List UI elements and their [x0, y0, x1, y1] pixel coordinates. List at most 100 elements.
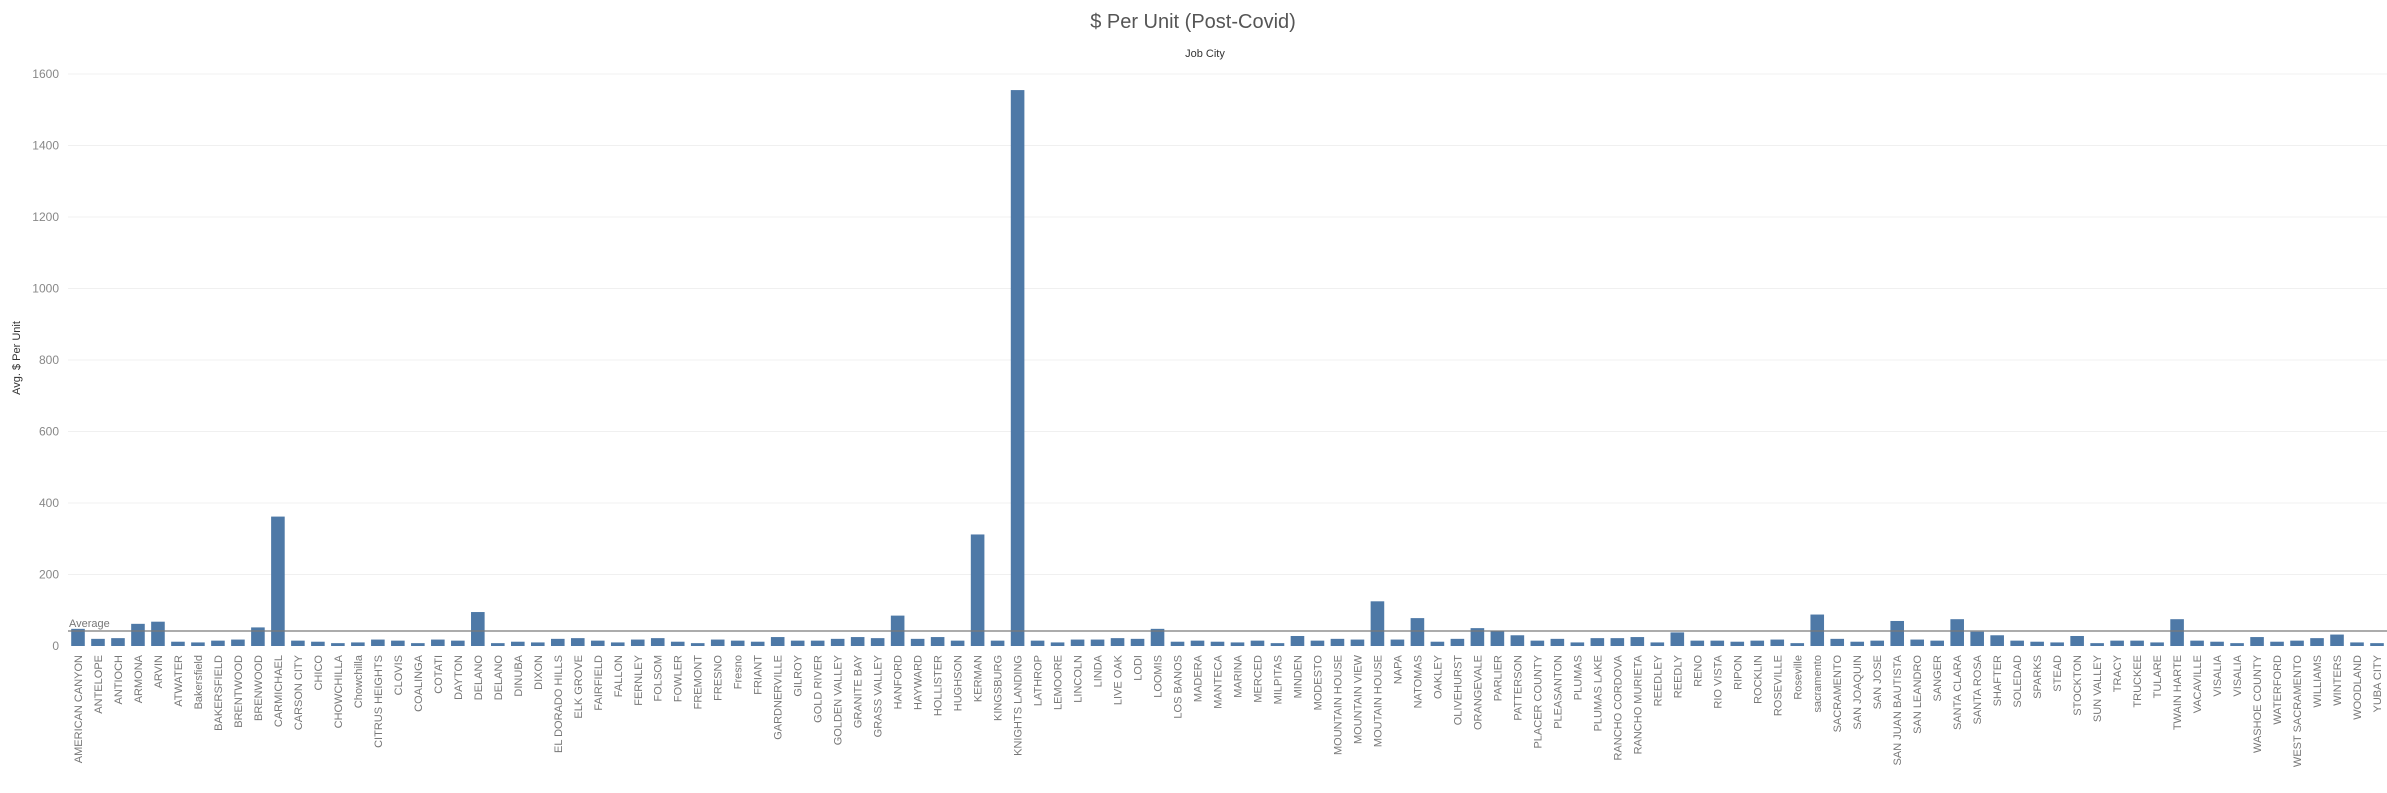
- x-tick-label: MODESTO: [1312, 655, 1324, 711]
- bar: [1150, 628, 1165, 646]
- bar: [730, 640, 745, 646]
- x-tick-label: COALINGA: [413, 654, 425, 712]
- average-reference-line: Average: [68, 618, 2387, 632]
- x-tick-label: DELANO: [473, 655, 485, 701]
- bar: [2290, 640, 2304, 646]
- x-tick-label: TRACY: [2112, 654, 2124, 692]
- x-tick-label: ELK GROVE: [573, 655, 585, 719]
- x-tick-label: SHAFTER: [1992, 655, 2004, 706]
- x-tick-label: HANFORD: [893, 655, 905, 709]
- bars: [71, 90, 2384, 646]
- bar: [211, 640, 225, 646]
- bar: [1430, 641, 1445, 646]
- bar: [970, 534, 985, 646]
- x-tick-label: CITRUS HEIGHTS: [373, 655, 385, 748]
- x-tick-label: MILPITAS: [1272, 655, 1284, 704]
- bar: [1630, 637, 1645, 646]
- bar: [1190, 640, 1205, 646]
- chart-title: $ Per Unit (Post-Covid): [1090, 11, 1296, 33]
- x-tick-label: SAN JOAQUIN: [1852, 655, 1864, 730]
- bar: [2090, 643, 2104, 646]
- bar: [1830, 638, 1845, 646]
- bar: [1870, 640, 1885, 646]
- bar: [1770, 639, 1785, 646]
- x-axis: AMERICAN CANYON ANTELOPE ANTIOCH ARMONA ARVI…: [73, 654, 2384, 767]
- bar: [1950, 619, 1964, 646]
- x-tick-label: MERCED: [1252, 655, 1264, 703]
- x-tick-label: VISALIA: [2232, 654, 2244, 696]
- x-tick-label: DAYTON: [453, 655, 465, 700]
- bar: [1390, 639, 1405, 646]
- bar: [1530, 640, 1545, 646]
- x-tick-label: LATHROP: [1033, 655, 1045, 706]
- bar: [570, 638, 585, 646]
- bar: [2130, 640, 2144, 646]
- bar: [2030, 641, 2044, 646]
- bar: [1650, 642, 1665, 646]
- x-tick-label: RANCHO MURIETA: [1632, 654, 1644, 754]
- y-tick-label: 600: [39, 425, 59, 439]
- x-tick-label: CHICO: [313, 655, 325, 691]
- bar: [990, 640, 1005, 646]
- bar: [1270, 643, 1285, 646]
- x-tick-label: KNIGHTS LANDING: [1013, 655, 1025, 756]
- bar: [1090, 639, 1105, 646]
- bar: [1210, 641, 1225, 646]
- x-tick-label: COTATI: [433, 655, 445, 694]
- bar: [2310, 638, 2324, 646]
- y-tick-label: 1600: [32, 67, 59, 81]
- y-tick-label: 800: [39, 353, 59, 367]
- x-tick-label: RIO VISTA: [1712, 654, 1724, 708]
- bar: [451, 640, 465, 646]
- bar: [830, 638, 845, 646]
- x-tick-label: LINCOLN: [1073, 655, 1085, 703]
- bar: [191, 642, 205, 646]
- y-tick-label: 400: [39, 496, 59, 510]
- bar: [2370, 643, 2384, 646]
- bar: [111, 638, 125, 646]
- x-tick-label: ARMONA: [133, 654, 145, 703]
- bar: [131, 623, 145, 646]
- x-tick-label: MARINA: [1232, 654, 1244, 697]
- bar: [1910, 639, 1924, 646]
- bar: [431, 639, 445, 646]
- x-tick-label: GARDNERVILLE: [773, 655, 785, 740]
- y-tick-label: 1000: [32, 282, 59, 296]
- x-tick-label: PARLIER: [1492, 655, 1504, 701]
- x-tick-label: HAYWARD: [913, 655, 925, 710]
- x-tick-label: TWAIN HARTE: [2172, 655, 2184, 730]
- y-axis-title: Avg. $ Per Unit: [11, 321, 23, 395]
- x-tick-label: SACRAMENTO: [1832, 655, 1844, 733]
- x-tick-label: GILROY: [793, 654, 805, 696]
- bar: [650, 638, 665, 646]
- bar: [1230, 642, 1245, 646]
- x-tick-label: MINDEN: [1292, 655, 1304, 698]
- bar: [1450, 638, 1465, 646]
- bar: [2110, 640, 2124, 646]
- x-tick-label: WASHOE COUNTY: [2252, 654, 2264, 753]
- x-tick-label: ANTELOPE: [93, 655, 105, 714]
- bar: [630, 639, 645, 646]
- bar: [1710, 640, 1725, 646]
- bar: [1810, 614, 1825, 646]
- bar: [151, 621, 165, 646]
- bar: [1350, 639, 1365, 646]
- bar: [1370, 601, 1385, 646]
- bar: [1130, 638, 1145, 646]
- bar: [1850, 641, 1865, 646]
- x-tick-label: LIVE OAK: [1113, 654, 1125, 705]
- bar: [471, 612, 485, 646]
- x-tick-label: KINGSBURG: [993, 655, 1005, 721]
- bar: [411, 643, 425, 646]
- bar: [2010, 640, 2024, 646]
- x-tick-label: CLOVIS: [393, 655, 405, 695]
- x-tick-label: MOUNTAIN HOUSE: [1332, 655, 1344, 755]
- x-tick-label: NAPA: [1392, 654, 1404, 684]
- x-tick-label: MOUNTAIN VIEW: [1352, 654, 1364, 744]
- bar: [391, 640, 405, 646]
- bar: [1970, 631, 1984, 646]
- bar: [371, 639, 385, 646]
- x-tick-label: sacramento: [1812, 655, 1824, 712]
- bar: [1990, 635, 2004, 646]
- bar: [1570, 642, 1585, 646]
